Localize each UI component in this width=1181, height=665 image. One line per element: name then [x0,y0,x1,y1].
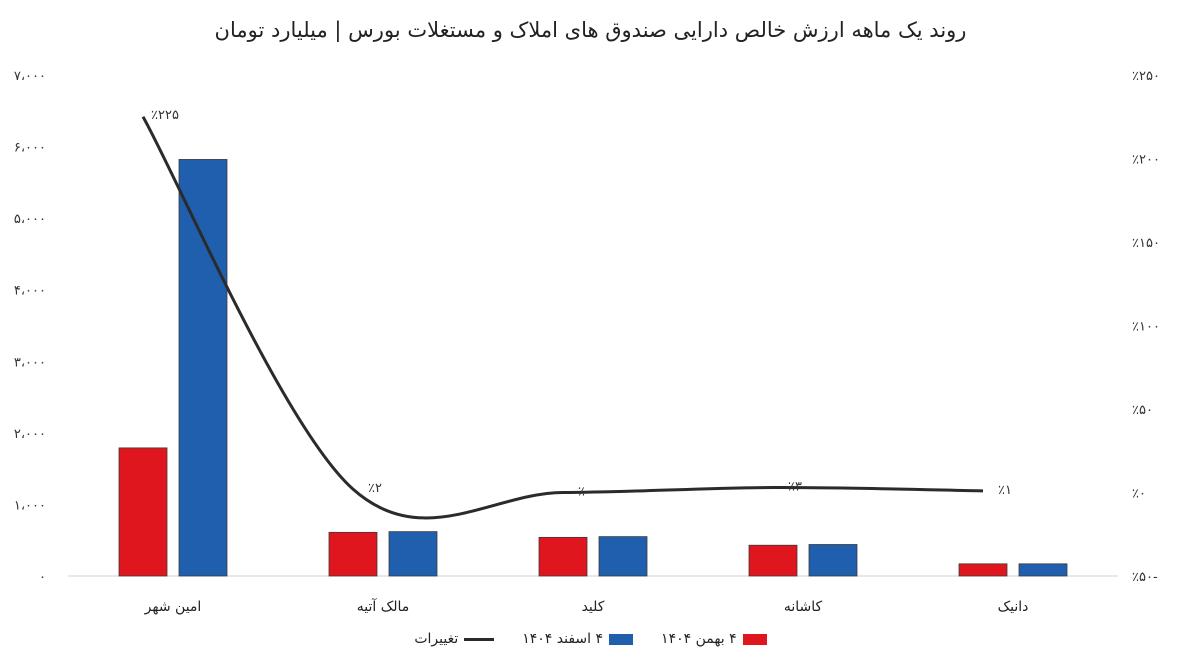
legend-item-change: تغییرات [414,631,495,647]
change-line [141,116,984,520]
bars-group [118,159,1068,577]
bar-series-1 [958,563,1008,577]
category-label: مالک آتیه [357,598,410,615]
category-label: دانیک [998,599,1029,615]
legend: ۴ بهمن ۱۴۰۴ ۴ اسفند ۱۴۰۴ تغییرات [0,631,1181,647]
legend-item-series-1: ۴ بهمن ۱۴۰۴ [661,631,767,647]
legend-swatch-series-1 [742,633,767,645]
right-axis: ٪۵۰- ٪۰ ٪۵۰ ٪۱۰۰ ٪۱۵۰ ٪۲۰۰ ٪۲۵۰ [1132,69,1160,585]
left-axis: ۰ ۱،۰۰۰ ۲،۰۰۰ ۳،۰۰۰ ۴،۰۰۰ ۵،۰۰۰ ۶،۰۰۰ ۷،۰۰۰ [14,69,46,585]
left-tick-label: ۰ [39,570,46,585]
legend-swatch-change-line [464,637,495,641]
category-label: کلید [582,599,605,615]
category-label: کاشانه [784,599,823,615]
left-tick-label: ۱،۰۰۰ [14,498,46,513]
legend-label-change: تغییرات [414,631,459,647]
right-tick-label: ٪۵۰- [1132,570,1158,585]
chart-title: روند یک ماهه ارزش خالص دارایی صندوق های … [214,18,967,42]
change-data-label: ٪۳ [788,479,802,494]
bar-series-2 [388,531,438,577]
left-tick-label: ۴،۰۰۰ [14,284,46,299]
bar-series-2 [1018,563,1068,577]
left-tick-label: ۶،۰۰۰ [14,141,46,156]
legend-label-series-2: ۴ اسفند ۱۴۰۴ [522,631,604,647]
bar-series-2 [178,159,228,577]
change-line-group: ٪۲۲۵ ٪۲ ٪۰ ٪۳ ٪۱ [141,108,1012,520]
bar-series-2 [598,536,648,577]
change-data-label: ٪۲۲۵ [151,108,179,123]
category-labels: امین شهر مالک آتیه کلید کاشانه دانیک [144,598,1029,615]
legend-swatch-series-2 [609,633,634,645]
bar-series-1 [118,447,168,577]
right-tick-label: ٪۵۰ [1132,403,1153,418]
bar-series-1 [538,536,588,577]
left-tick-label: ۵،۰۰۰ [14,212,46,227]
bar-series-1 [328,531,378,577]
legend-item-series-2: ۴ اسفند ۱۴۰۴ [522,631,634,647]
legend-label-series-1: ۴ بهمن ۱۴۰۴ [661,631,737,647]
category-label: امین شهر [144,599,202,615]
right-tick-label: ٪۲۰۰ [1132,153,1160,168]
right-tick-label: ٪۰ [1132,487,1146,502]
bar-series-2 [808,544,858,577]
left-tick-label: ۲،۰۰۰ [14,427,46,442]
change-data-label: ٪۱ [998,483,1012,498]
change-data-label: ٪۰ [578,485,592,500]
left-tick-label: ۷،۰۰۰ [14,69,46,84]
right-tick-label: ٪۱۵۰ [1132,236,1160,251]
right-tick-label: ٪۲۵۰ [1132,69,1160,84]
bar-series-1 [748,544,798,577]
right-tick-label: ٪۱۰۰ [1132,320,1160,335]
change-data-label: ٪۲ [368,481,382,496]
left-tick-label: ۳،۰۰۰ [14,355,46,370]
